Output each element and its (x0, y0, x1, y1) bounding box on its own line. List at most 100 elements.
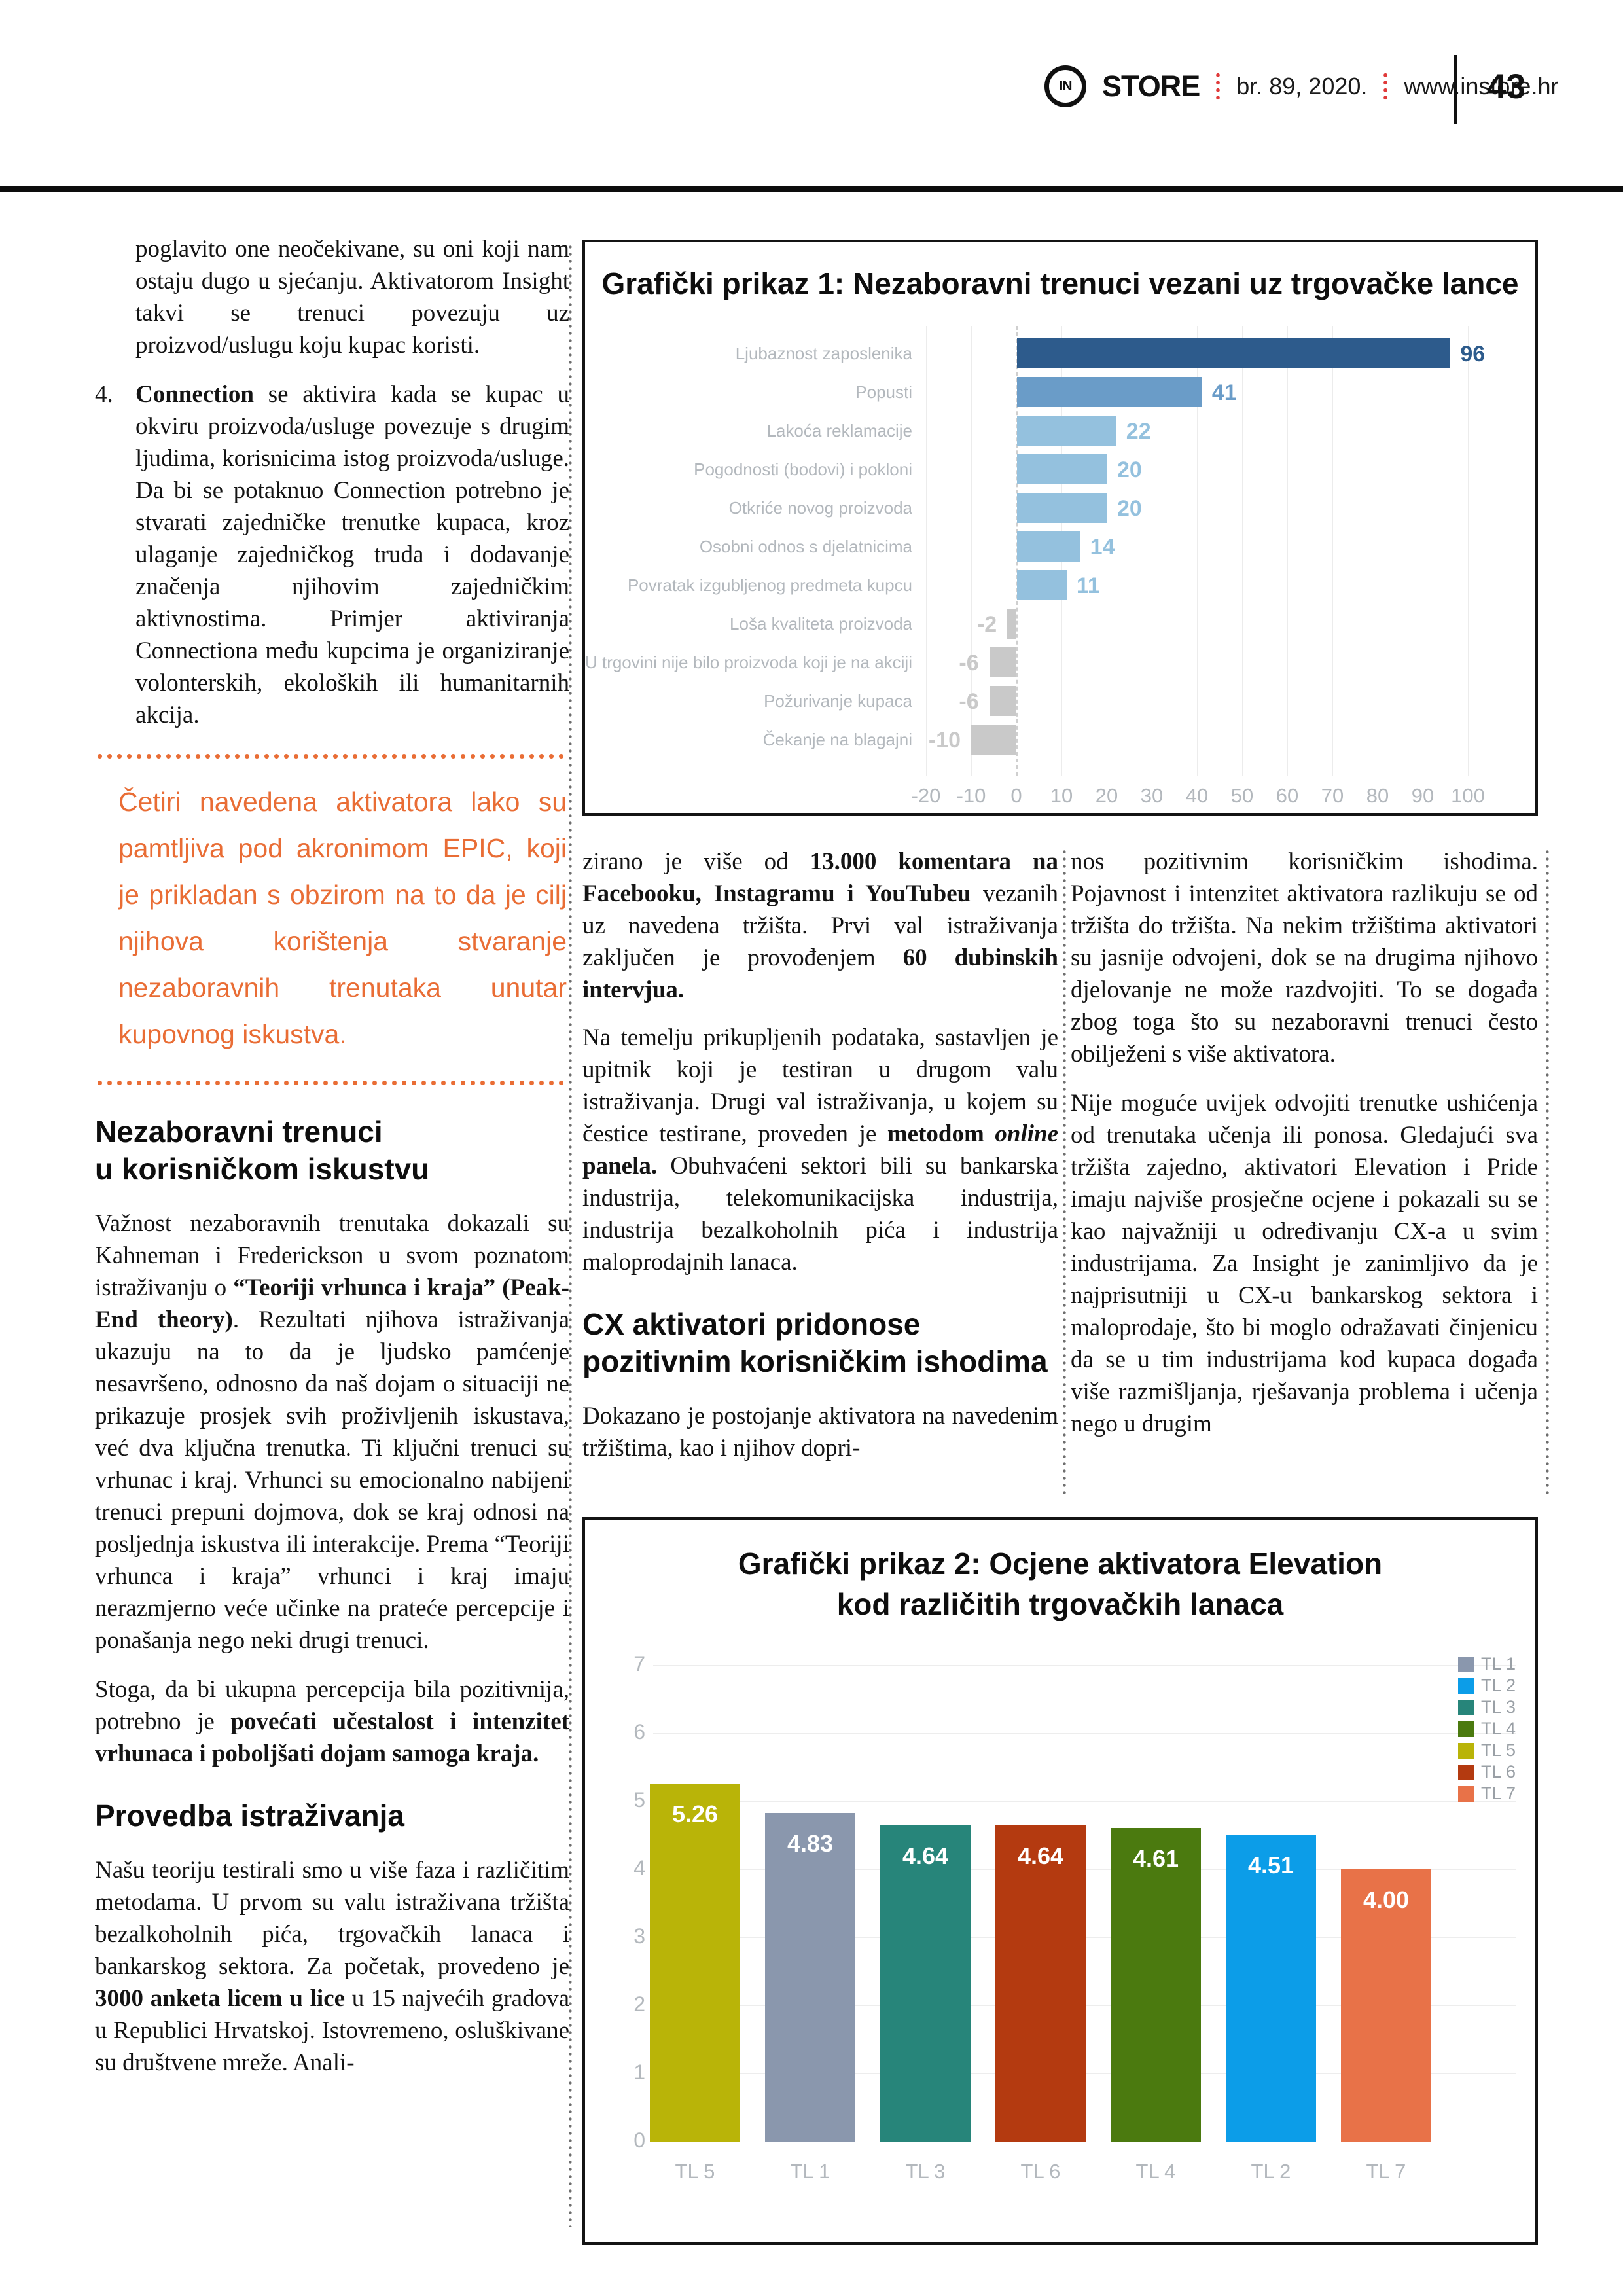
text-segment: “Teoriji vrhunca i kraja” (Peak-End theo… (95, 1274, 569, 1333)
category-label: TL 7 (1366, 2160, 1406, 2183)
legend-swatch (1457, 1764, 1474, 1780)
chart-subtitle: kod različitih trgovačkih lanaca (836, 1587, 1284, 1621)
legend-label: TL 2 (1480, 1676, 1516, 1695)
bar (1111, 1827, 1201, 2142)
category-label: Pogodnosti (bodovi) i pokloni (694, 459, 912, 479)
category-label: Otkriće novog proizvoda (728, 498, 912, 518)
x-tick-label: -10 (956, 784, 986, 807)
category-label: TL 4 (1135, 2160, 1176, 2183)
text-segment: Na temelju prikupljenih podataka, sastav… (582, 1024, 1058, 1147)
text-segment: nos pozitivnim korisničkim ishodima. Poj… (1071, 848, 1538, 1067)
bar (995, 1825, 1086, 2142)
bar-value-label: -6 (959, 651, 979, 675)
legend-entry: TL 5 (1457, 1740, 1516, 1761)
text-segment: Našu teoriju testirali smo u više faza i… (95, 1857, 569, 1980)
category-label: TL 2 (1251, 2160, 1291, 2183)
legend-swatch (1457, 1656, 1474, 1672)
page-number: 43 (1487, 67, 1525, 106)
gridline (653, 1801, 1516, 1802)
bar (1017, 377, 1202, 407)
text-segment: 3000 anketa licem u lice (95, 1985, 346, 2012)
brand-name: STORE (1102, 69, 1200, 103)
y-tick-label: 7 (633, 1652, 645, 1676)
text-segment: Connection (135, 381, 254, 408)
bar-value-label: 4.51 (1247, 1851, 1294, 1878)
gridline (1197, 326, 1198, 776)
x-tick-label: 50 (1230, 784, 1254, 807)
bar (880, 1825, 971, 2142)
x-tick-label: 100 (1451, 784, 1485, 807)
category-label: TL 5 (675, 2160, 715, 2183)
page-header: IN STORE br. 89, 2020. www.instore.hr (1044, 65, 1558, 107)
paragraph: poglavito one neočekivane, su oni koji n… (95, 233, 569, 361)
y-tick-label: 2 (633, 1992, 645, 2016)
gridline (1468, 326, 1469, 776)
red-dotted-separator (1383, 71, 1389, 101)
legend-swatch (1457, 1721, 1474, 1737)
category-label: Čekanje na blagajni (762, 730, 912, 749)
legend-label: TL 7 (1480, 1784, 1516, 1803)
legend-swatch (1457, 1742, 1474, 1759)
bar-value-label: 96 (1460, 342, 1486, 367)
category-label: Popusti (855, 382, 912, 402)
legend-label: TL 3 (1480, 1697, 1516, 1717)
y-tick-label: 1 (633, 2060, 645, 2084)
legend-entry: TL 1 (1457, 1653, 1516, 1675)
paragraph: Nije moguće uvijek odvojiti trenutke ush… (1071, 1087, 1538, 1440)
text-segment: u 15 najvećih gradova u Republici Hrvats… (95, 1985, 570, 2076)
bar (1017, 570, 1067, 600)
gridline (926, 326, 927, 776)
chart-1-memorable-moments: Grafički prikaz 1: Nezaboravni trenuci v… (582, 240, 1538, 816)
category-label: TL 6 (1020, 2160, 1061, 2183)
bar-value-label: 4.00 (1363, 1886, 1410, 1913)
gridline (1332, 326, 1333, 776)
paragraph: Našu teoriju testirali smo u više faza i… (95, 1854, 569, 2079)
bar (1017, 416, 1116, 446)
text-segment: . Rezultati njihova istraživanja ukazuju… (95, 1306, 569, 1654)
bar (1017, 338, 1451, 368)
paragraph: Stoga, da bi ukupna percepcija bila pozi… (95, 1674, 569, 1770)
x-tick-label: 80 (1366, 784, 1389, 807)
text-segment: poglavito one neočekivane, su oni koji n… (135, 236, 569, 359)
x-tick-label: 60 (1275, 784, 1299, 807)
legend-entry: TL 4 (1457, 1718, 1516, 1740)
legend-label: TL 4 (1480, 1719, 1516, 1738)
x-tick-label: 0 (1010, 784, 1022, 807)
legend-label: TL 5 (1480, 1740, 1516, 1760)
bar (1007, 609, 1016, 639)
red-dotted-separator (1215, 71, 1221, 101)
bar-value-label: 11 (1076, 573, 1100, 598)
text-segment: Dokazano je postojanje aktivatora na nav… (582, 1403, 1058, 1462)
x-tick-label: 70 (1321, 784, 1344, 807)
text-segment: panela. (582, 1153, 658, 1179)
bar (765, 1812, 855, 2142)
gridline (971, 326, 972, 776)
bar-value-label: 4.64 (902, 1842, 949, 1870)
list-item-text: Connection se aktivira kada se kupac u o… (135, 381, 569, 728)
top-rule (0, 186, 1623, 192)
website-url: www.instore.hr (1404, 73, 1559, 99)
text-segment: zirano je više od (582, 848, 810, 875)
legend-entry: TL 6 (1457, 1761, 1516, 1783)
bar-value-label: -6 (959, 689, 979, 714)
bar-value-label: 5.26 (671, 1800, 719, 1827)
text-segment: Nije moguće uvijek odvojiti trenutke ush… (1071, 1090, 1538, 1437)
legend-swatch (1457, 1677, 1474, 1694)
bar-value-label: -10 (928, 728, 961, 753)
text-column-1: poglavito one neočekivane, su oni koji n… (95, 233, 569, 2096)
section-heading: Nezaboravni trenuci u korisničkom iskustv… (95, 1115, 430, 1186)
text-segment: metodom (887, 1121, 995, 1147)
orange-dotted-rule (95, 753, 569, 759)
legend-label: TL 6 (1480, 1762, 1516, 1782)
x-tick-label: 40 (1185, 784, 1209, 807)
list-marker: 4. (95, 381, 113, 408)
paragraph: Na temelju prikupljenih podataka, sastav… (582, 1022, 1058, 1278)
orange-dotted-rule (95, 1080, 569, 1086)
column-separator (569, 243, 572, 2227)
text-segment: Obuhvaćeni sektori bili su bankarska ind… (582, 1153, 1058, 1276)
text-segment: Važnost nezaboravnih trenutaka dokazali … (95, 1210, 569, 1301)
legend-label: TL 1 (1480, 1654, 1516, 1674)
chart-1-plot-area: -20 -10 0 10 20 30 40 50 60 70 80 90 100 Ljubaznost z… (585, 242, 1535, 813)
list-item-4: 4. Connection se aktivira kada se kupac … (95, 378, 569, 731)
column-separator (1546, 848, 1549, 1498)
